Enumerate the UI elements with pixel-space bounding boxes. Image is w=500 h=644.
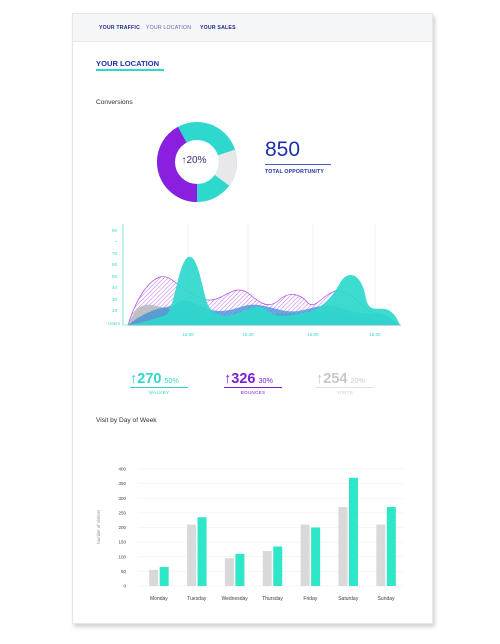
bar-y-axis-label: Number of Visitors xyxy=(96,510,101,544)
conversions-title: Conversions xyxy=(96,99,133,106)
area-y-tick-50: 50 xyxy=(112,274,118,279)
bar-y-tick: 0 xyxy=(123,584,126,589)
total-opportunity-value: 850 xyxy=(265,138,301,161)
dashboard-card: YOUR TRAFFIC YOUR LOCATION YOUR SALES YO… xyxy=(72,13,433,624)
donut-segment-gray xyxy=(157,122,237,202)
area-y-tick-90: 90 xyxy=(112,228,118,233)
area-x-tick-1530: 15:30 xyxy=(242,332,254,337)
donut-center-label: ↑20% xyxy=(181,155,207,166)
page-title: YOUR LOCATION xyxy=(96,59,160,68)
bar-tuesday-series-1 xyxy=(187,524,197,586)
bar-y-ticks: 400 350 300 250 200 150 100 50 0 xyxy=(118,467,126,589)
bar-y-tick: 300 xyxy=(118,496,126,501)
tab-your-location[interactable]: YOUR LOCATION xyxy=(146,25,192,31)
tab-bar: YOUR TRAFFIC YOUR LOCATION YOUR SALES xyxy=(73,14,432,42)
stat-visits-value: ↑254 xyxy=(316,371,348,387)
total-opportunity-underline xyxy=(265,164,331,165)
area-y-tick-70: 70 xyxy=(112,251,118,256)
weekly-title: Visit by Day of Week xyxy=(96,417,157,424)
bar-x-tick-saturday: Saturday xyxy=(338,596,359,602)
bar-y-tick: 400 xyxy=(118,467,126,472)
bar-friday-series-1 xyxy=(300,524,310,586)
bar-monday-series-1 xyxy=(149,569,159,586)
stat-visits-label: VISITS xyxy=(336,390,354,395)
total-opportunity-label: TOTAL OPPORTUNITY xyxy=(265,169,325,175)
stat-walkby-label: WALKBY xyxy=(148,390,170,395)
stat-walkby-value: ↑270 xyxy=(130,371,162,387)
bar-thursday-series-2 xyxy=(273,546,283,586)
stat-bounces-underline xyxy=(224,387,282,388)
bar-saturday-series-1 xyxy=(338,507,348,586)
bar-marks xyxy=(149,477,396,586)
stat-visits-percent: 20% xyxy=(350,376,365,385)
stat-visits: ↑254 20% VISITS xyxy=(316,370,374,395)
area-y-tick-30: 30 xyxy=(112,297,118,302)
bar-thursday-series-1 xyxy=(262,550,272,586)
tab-your-traffic[interactable]: YOUR TRAFFIC xyxy=(99,25,141,31)
bar-x-tick-thursday: Thursday xyxy=(262,596,283,602)
bar-x-ticks: Monday Tuesday Wednesday Thursday Friday Satu… xyxy=(150,596,395,602)
area-y-tick-60: 60 xyxy=(112,262,118,267)
page-title-underline xyxy=(96,69,164,71)
bar-sunday-series-1 xyxy=(376,524,386,586)
conversions-donut xyxy=(157,122,237,202)
area-x-tick-1500: 15:00 xyxy=(182,332,194,337)
bar-friday-series-2 xyxy=(311,527,321,586)
bar-y-tick: 350 xyxy=(118,481,126,486)
area-y-tick: ~ xyxy=(114,239,117,244)
stat-bounces-value: ↑326 xyxy=(224,371,256,387)
bar-wednesday-series-2 xyxy=(235,553,245,586)
bar-tuesday-series-2 xyxy=(197,517,207,586)
bar-x-tick-monday: Monday xyxy=(150,596,168,602)
bar-y-tick: 100 xyxy=(118,554,126,559)
area-y-axis-label: Users xyxy=(108,321,121,326)
area-x-tick-1600: 16:00 xyxy=(307,332,319,337)
stat-walkby: ↑270 50% WALKBY xyxy=(130,370,188,395)
stat-walkby-percent: 50% xyxy=(164,376,179,385)
bar-sunday-series-2 xyxy=(386,507,396,586)
stat-bounces-label: BOUNCES xyxy=(240,390,266,395)
bar-monday-series-2 xyxy=(159,566,169,586)
area-x-tick-1630: 16:30 xyxy=(369,332,381,337)
area-y-tick-40: 40 xyxy=(112,285,118,290)
stat-walkby-underline xyxy=(130,387,188,388)
traffic-area-chart: 90 ~ 70 60 50 40 30 20 Users 15:00 15:30 xyxy=(108,224,402,337)
area-y-tick-20: 20 xyxy=(112,308,118,313)
weekly-bar-chart: 400 350 300 250 200 150 100 50 0 Number of Visit… xyxy=(96,467,403,602)
area-series-teal xyxy=(128,256,400,325)
stat-bounces-percent: 30% xyxy=(258,376,273,385)
bar-x-tick-wednesday: Wednesday xyxy=(221,596,248,602)
bar-x-tick-sunday: Sunday xyxy=(378,596,395,602)
bar-wednesday-series-1 xyxy=(224,558,234,586)
donut-segment-purple xyxy=(157,122,237,202)
bar-y-tick: 50 xyxy=(121,569,127,574)
stat-bounces: ↑326 30% BOUNCES xyxy=(224,370,282,395)
bar-x-tick-friday: Friday xyxy=(303,596,317,602)
bar-y-tick: 200 xyxy=(118,525,126,530)
bar-x-tick-tuesday: Tuesday xyxy=(187,596,206,602)
stat-visits-underline xyxy=(316,387,374,388)
bar-saturday-series-2 xyxy=(348,477,358,586)
tab-your-sales[interactable]: YOUR SALES xyxy=(200,25,236,31)
bar-y-tick: 150 xyxy=(118,540,126,545)
bar-y-tick: 250 xyxy=(118,510,126,515)
